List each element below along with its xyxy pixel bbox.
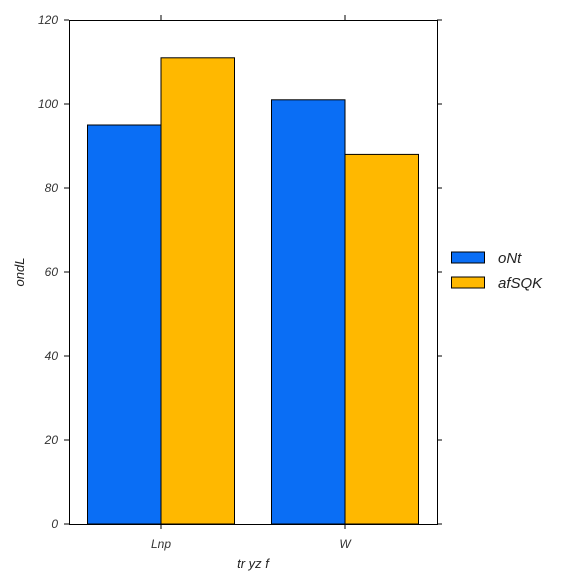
legend: oNt afSQK (451, 250, 543, 292)
y-axis-label: ondL (12, 258, 27, 287)
legend-swatch-afSQK (451, 276, 485, 289)
y-tick-label: 80 (45, 181, 59, 195)
bar-oNt-W (271, 99, 346, 525)
y-tick-label: 20 (44, 433, 59, 447)
y-tick-label: 60 (45, 265, 59, 279)
x-axis-label: tr yz f (237, 556, 270, 571)
y-tick-label: 0 (51, 517, 58, 531)
bar-afSQK-Lnp (160, 57, 235, 525)
legend-label-afSQK: afSQK (498, 275, 543, 292)
y-tick-label: 40 (45, 349, 59, 363)
legend-swatch-oNt (451, 251, 485, 264)
x-tick-label: Lnp (151, 537, 171, 551)
bar-oNt-Lnp (87, 124, 162, 525)
bar-afSQK-W (344, 153, 419, 525)
ticks-layer: Lnp W 0 20 40 60 80 100 120 (38, 13, 442, 551)
x-tick-label: W (339, 537, 352, 551)
y-tick-label: 100 (38, 97, 58, 111)
legend-label-oNt: oNt (498, 250, 522, 267)
bars-layer (87, 57, 419, 525)
y-tick-label: 120 (38, 13, 58, 27)
